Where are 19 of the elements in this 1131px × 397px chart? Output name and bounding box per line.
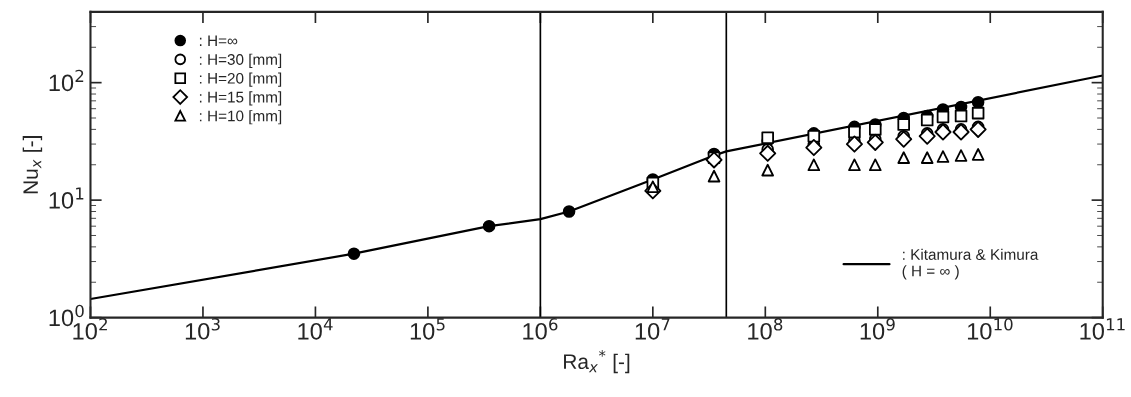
legend-label: : H=30 [mm] (199, 53, 282, 68)
legend-label: : H=10 [mm] (199, 110, 282, 125)
y-tick-label: 10$^{1}$ (49, 187, 84, 209)
legend-label: : H=∞ (199, 35, 238, 46)
x-tick-label: 10$^{6}$ (523, 318, 558, 340)
x-tick-label: 10$^{10}$ (967, 318, 1013, 340)
x-tick-label: 10$^{8}$ (748, 318, 783, 340)
legend-label: : H=20 [mm] (199, 72, 282, 87)
x-tick-label: 10$^{7}$ (635, 318, 670, 340)
y-tick-label: 10$^{2}$ (49, 69, 84, 92)
x-tick-label: 10$^{3}$ (185, 318, 220, 340)
x-tick-label: 10$^{11}$ (1080, 318, 1125, 340)
legend-label: : Kitamura & Kimura ( H = ∞ ) (902, 248, 1039, 280)
x-tick-label: 10$^{5}$ (410, 318, 445, 340)
y-axis-title: Nu$_{x}$ [-] (22, 136, 43, 194)
legend-label: : H=15 [mm] (199, 91, 282, 106)
x-axis-title: Ra$_{x}$$^{*}$ [-] (564, 350, 630, 374)
x-tick-label: 10$^{4}$ (298, 318, 333, 340)
x-tick-label: 10$^{9}$ (860, 318, 895, 340)
